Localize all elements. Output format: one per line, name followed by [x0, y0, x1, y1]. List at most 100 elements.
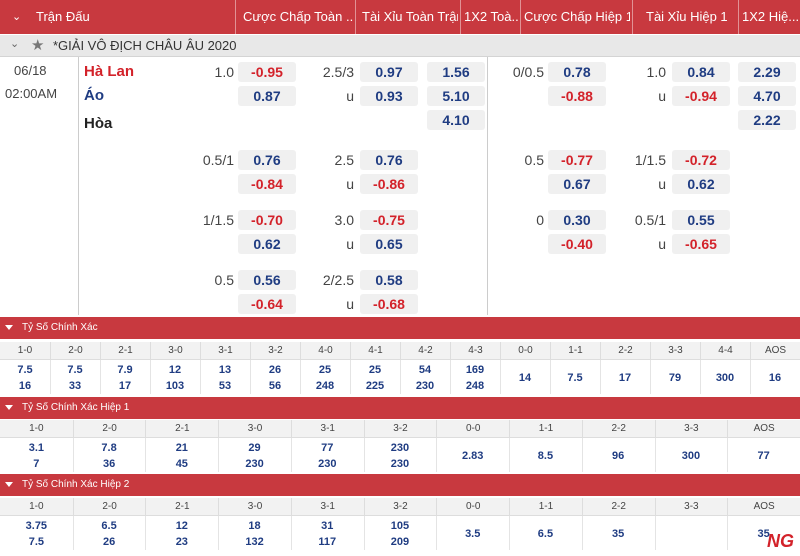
chevron-down-icon[interactable]	[5, 482, 13, 487]
score-odds[interactable]: 18	[248, 520, 261, 532]
score-odds[interactable]: 230	[390, 458, 410, 470]
score-odds[interactable]: 26	[102, 536, 116, 548]
score-odds[interactable]: 14	[518, 372, 532, 384]
score-odds[interactable]: 248	[465, 380, 485, 392]
odds-button[interactable]: -0.65	[672, 234, 730, 254]
odds-button[interactable]: 0.84	[672, 62, 730, 82]
chevron-down-icon[interactable]	[5, 405, 13, 410]
score-odds[interactable]: 21	[175, 442, 188, 454]
odds-button[interactable]: 0.76	[238, 150, 296, 170]
score-odds[interactable]: 3.5	[465, 528, 481, 540]
section-correct-score-h1[interactable]: Tỷ Số Chính Xác Hiệp 1	[0, 397, 800, 419]
score-odds[interactable]: 8.5	[537, 450, 554, 462]
score-odds[interactable]: 25	[318, 364, 332, 376]
chevron-down-icon[interactable]	[5, 325, 13, 330]
score-odds[interactable]: 45	[175, 458, 188, 470]
odds-button[interactable]: 4.70	[738, 86, 796, 106]
col-match[interactable]: Trận Đấu	[36, 9, 90, 24]
score-odds[interactable]: 230	[245, 458, 264, 470]
score-odds[interactable]: 35	[757, 528, 770, 540]
odds-button[interactable]: -0.72	[672, 150, 730, 170]
score-odds[interactable]: 17	[118, 380, 132, 392]
score-odds[interactable]: 6.5	[537, 528, 554, 540]
score-odds[interactable]: 13	[218, 364, 232, 376]
score-odds[interactable]: 248	[315, 380, 335, 392]
odds-button[interactable]: 0.56	[238, 270, 296, 290]
score-odds[interactable]: 132	[245, 536, 264, 548]
odds-button[interactable]: 2.22	[738, 110, 796, 130]
star-icon[interactable]: ★	[31, 37, 45, 54]
odds-button[interactable]: -0.88	[548, 86, 606, 106]
odds-button[interactable]: 0.97	[360, 62, 418, 82]
odds-button[interactable]: 0.67	[548, 174, 606, 194]
score-odds[interactable]: 7.5	[28, 536, 44, 548]
score-odds[interactable]: 7.9	[117, 364, 133, 376]
odds-button[interactable]: 0.62	[672, 174, 730, 194]
score-odds[interactable]: 26	[268, 364, 282, 376]
odds-button[interactable]: 0.78	[548, 62, 606, 82]
score-odds[interactable]: 25	[368, 364, 382, 376]
odds-button[interactable]: -0.77	[548, 150, 606, 170]
col-1x2-full[interactable]: 1X2 Toà...	[464, 9, 518, 24]
score-odds[interactable]: 17	[618, 372, 632, 384]
odds-button[interactable]: 0.93	[360, 86, 418, 106]
score-odds[interactable]: 36	[102, 458, 116, 470]
col-handicap-full[interactable]: Cược Chấp Toàn ...	[243, 9, 353, 24]
score-odds[interactable]: 53	[218, 380, 232, 392]
odds-button[interactable]: -0.86	[360, 174, 418, 194]
score-odds[interactable]: 103	[165, 380, 185, 392]
score-odds[interactable]: 54	[418, 364, 432, 376]
score-odds[interactable]: 29	[248, 442, 261, 454]
score-odds[interactable]: 225	[365, 380, 385, 392]
score-odds[interactable]: 230	[415, 380, 435, 392]
score-odds[interactable]: 117	[318, 536, 337, 548]
score-odds[interactable]: 16	[18, 380, 32, 392]
score-odds[interactable]: 35	[612, 528, 625, 540]
odds-button[interactable]: 0.30	[548, 210, 606, 230]
col-overunder-full[interactable]: Tài Xỉu Toàn Trận	[362, 9, 458, 24]
odds-button[interactable]: -0.95	[238, 62, 296, 82]
odds-button[interactable]: -0.94	[672, 86, 730, 106]
score-odds[interactable]: 300	[715, 372, 735, 384]
odds-button[interactable]: 4.10	[427, 110, 485, 130]
odds-button[interactable]: 0.62	[238, 234, 296, 254]
col-handicap-h1[interactable]: Cược Chấp Hiệp 1	[524, 9, 630, 24]
score-odds[interactable]: 7.5	[567, 372, 583, 384]
odds-button[interactable]: 0.87	[238, 86, 296, 106]
odds-button[interactable]: 0.76	[360, 150, 418, 170]
chevron-down-icon[interactable]: ⌄	[10, 38, 20, 50]
score-odds[interactable]: 79	[668, 372, 682, 384]
score-odds[interactable]: 3.75	[25, 520, 48, 532]
score-odds[interactable]: 7.8	[101, 442, 117, 454]
score-odds[interactable]: 56	[268, 380, 282, 392]
score-odds[interactable]: 2.83	[462, 450, 484, 462]
score-odds[interactable]: 33	[68, 380, 82, 392]
odds-button[interactable]: -0.68	[360, 294, 418, 314]
score-odds[interactable]: 3.1	[28, 442, 44, 454]
odds-button[interactable]: 2.29	[738, 62, 796, 82]
odds-button[interactable]: 1.56	[427, 62, 485, 82]
league-row[interactable]: ⌄ ★ *GIẢI VÔ ĐỊCH CHÂU ÂU 2020	[0, 35, 800, 57]
odds-button[interactable]: -0.64	[238, 294, 296, 314]
odds-button[interactable]: 0.58	[360, 270, 418, 290]
odds-button[interactable]: -0.75	[360, 210, 418, 230]
score-odds[interactable]: 169	[465, 364, 485, 376]
score-odds[interactable]: 230	[390, 442, 410, 454]
odds-button[interactable]: -0.84	[238, 174, 296, 194]
score-odds[interactable]: 16	[768, 372, 782, 384]
section-correct-score-h2[interactable]: Tỷ Số Chính Xác Hiệp 2	[0, 474, 800, 496]
score-odds[interactable]: 12	[175, 520, 188, 532]
score-odds[interactable]: 105	[390, 520, 410, 532]
odds-button[interactable]: 0.55	[672, 210, 730, 230]
score-odds[interactable]: 300	[681, 450, 701, 462]
score-odds[interactable]: 23	[175, 536, 188, 548]
score-odds[interactable]: 12	[168, 364, 182, 376]
collapse-chevron-icon[interactable]: ⌄	[12, 11, 22, 23]
col-overunder-h1[interactable]: Tài Xỉu Hiệp 1	[646, 9, 728, 24]
score-odds[interactable]: 77	[757, 450, 770, 462]
score-odds[interactable]: 7.5	[17, 364, 33, 376]
section-correct-score[interactable]: Tỷ Số Chính Xác	[0, 317, 800, 339]
odds-button[interactable]: 0.65	[360, 234, 418, 254]
score-odds[interactable]: 7.5	[67, 364, 83, 376]
score-odds[interactable]: 7	[33, 458, 40, 470]
